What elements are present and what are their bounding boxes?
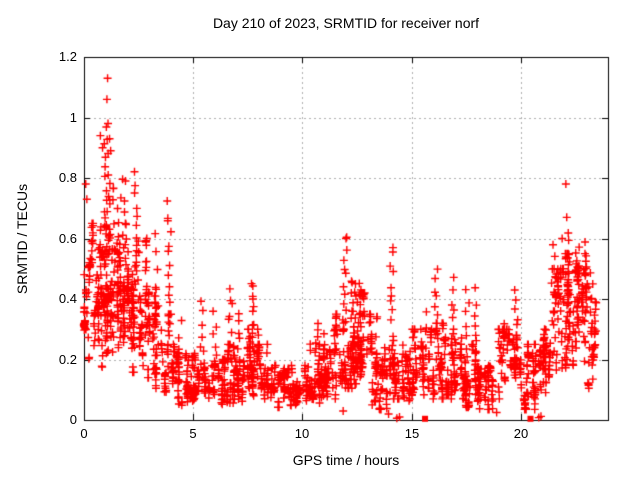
x-tick-label-0: 0: [80, 426, 88, 441]
chart-title: Day 210 of 2023, SRMTID for receiver nor…: [212, 15, 480, 31]
x-tick-label-10: 10: [294, 426, 310, 441]
x-tick-label-5: 5: [189, 426, 197, 441]
y-tick-label-0.2: 0.2: [58, 352, 77, 367]
y-tick-label-0.6: 0.6: [58, 231, 77, 246]
y-tick-label-0.4: 0.4: [58, 291, 77, 306]
y-tick-label-0.8: 0.8: [58, 170, 77, 185]
x-tick-label-20: 20: [513, 426, 529, 441]
x-tick-label-15: 15: [404, 426, 420, 441]
y-tick-label-1: 1: [69, 110, 77, 125]
y-tick-label-0: 0: [69, 412, 77, 427]
y-tick-label-1.2: 1.2: [58, 49, 77, 64]
x-axis-label: GPS time / hours: [292, 452, 400, 468]
